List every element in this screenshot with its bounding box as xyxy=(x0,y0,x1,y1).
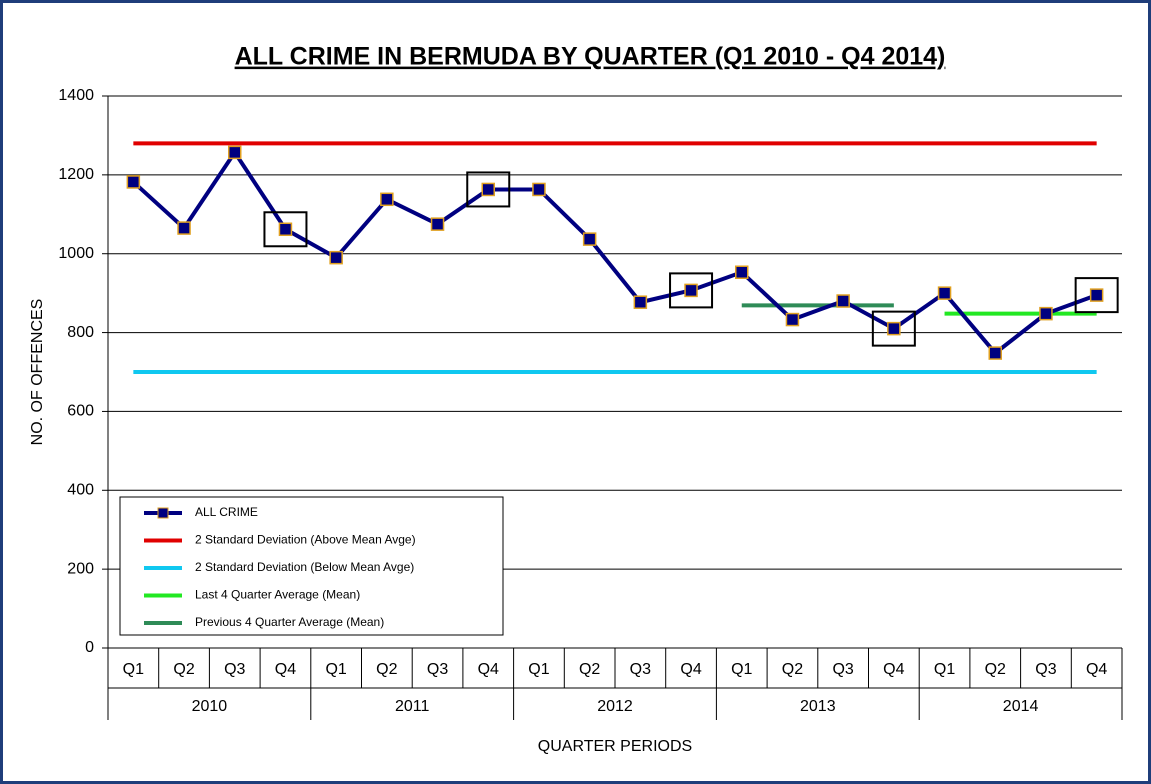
x-tick-label: Q3 xyxy=(427,661,448,678)
x-tick-label: Q2 xyxy=(985,661,1006,678)
data-marker xyxy=(684,283,698,298)
y-tick-label: 200 xyxy=(67,560,94,577)
y-axis-title: NO. OF OFFENCES xyxy=(29,299,46,446)
legend-box xyxy=(119,496,504,636)
legend-label: 2 Standard Deviation (Below Mean Avge) xyxy=(195,560,414,574)
y-tick-label: 600 xyxy=(67,403,94,420)
x-tick-label: Q4 xyxy=(883,661,904,678)
x-tick-label: Q4 xyxy=(1086,661,1107,678)
y-tick-label: 1400 xyxy=(58,87,94,104)
data-marker xyxy=(836,294,850,308)
data-marker xyxy=(1089,288,1104,302)
x-group-label: 2010 xyxy=(192,698,228,715)
x-tick-label: Q3 xyxy=(224,661,245,678)
x-tick-label: Q3 xyxy=(1035,661,1056,678)
data-marker xyxy=(177,221,191,235)
data-marker xyxy=(582,232,597,246)
legend-marker xyxy=(157,507,169,519)
highlight-box xyxy=(263,211,308,248)
data-marker xyxy=(633,295,648,309)
y-tick-label: 0 xyxy=(85,639,94,656)
data-marker xyxy=(785,312,800,327)
highlight-box xyxy=(871,310,916,347)
x-tick-label: Q4 xyxy=(680,661,701,678)
data-marker xyxy=(228,145,242,160)
y-tick-label: 1000 xyxy=(58,245,94,262)
data-marker xyxy=(1039,306,1053,321)
x-tick-label: Q4 xyxy=(478,661,499,678)
highlight-box xyxy=(1074,277,1119,314)
x-tick-label: Q1 xyxy=(731,661,752,678)
data-marker xyxy=(735,265,749,279)
x-tick-label: Q1 xyxy=(123,661,144,678)
highlight-box xyxy=(669,272,714,309)
data-marker xyxy=(481,182,495,197)
x-tick-label: Q2 xyxy=(579,661,600,678)
x-group-label: 2011 xyxy=(395,698,430,715)
data-marker xyxy=(278,222,293,237)
chart-title: ALL CRIME IN BERMUDA BY QUARTER (Q1 2010… xyxy=(235,43,946,71)
x-tick-label: Q2 xyxy=(376,661,397,678)
x-tick-label: Q1 xyxy=(934,661,955,678)
y-tick-label: 400 xyxy=(67,482,94,499)
x-tick-label: Q1 xyxy=(528,661,549,678)
y-tick-label: 1200 xyxy=(58,166,94,183)
data-marker xyxy=(329,250,343,265)
data-marker xyxy=(380,192,394,207)
data-marker xyxy=(126,175,141,189)
x-tick-label: Q3 xyxy=(630,661,651,678)
x-group-label: 2013 xyxy=(800,698,836,715)
x-tick-label: Q2 xyxy=(173,661,194,678)
data-marker xyxy=(988,346,1002,360)
x-tick-label: Q1 xyxy=(325,661,346,678)
y-tick-label: 800 xyxy=(67,324,94,341)
data-marker xyxy=(937,286,952,300)
highlight-box xyxy=(466,171,511,208)
x-axis-title: QUARTER PERIODS xyxy=(538,738,692,755)
x-tick-label: Q2 xyxy=(782,661,803,678)
x-group-label: 2012 xyxy=(597,698,633,715)
data-marker xyxy=(430,217,445,231)
x-tick-label: Q4 xyxy=(275,661,296,678)
series-line xyxy=(132,148,1098,356)
legend-label: Last 4 Quarter Average (Mean) xyxy=(195,588,360,602)
x-group-label: 2014 xyxy=(1003,698,1039,715)
legend-label: 2 Standard Deviation (Above Mean Avge) xyxy=(195,533,416,547)
x-tick-label: Q3 xyxy=(832,661,853,678)
data-marker xyxy=(532,182,546,197)
legend-label: ALL CRIME xyxy=(195,505,258,519)
data-marker xyxy=(887,321,901,336)
legend-label: Previous 4 Quarter Average (Mean) xyxy=(195,615,384,629)
